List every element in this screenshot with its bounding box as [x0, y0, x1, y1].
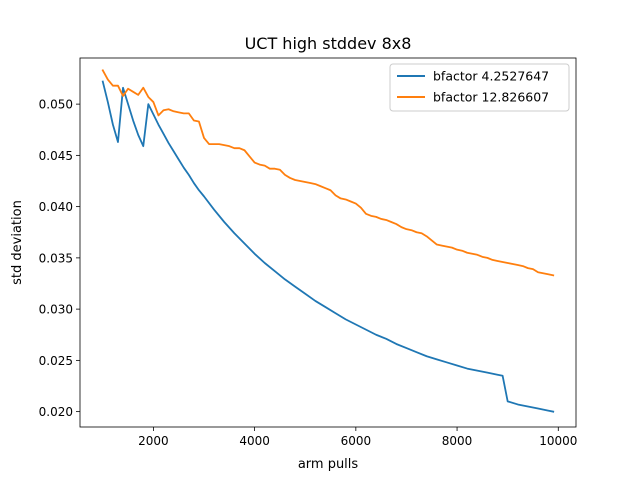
- series-line-2: [101, 69, 555, 277]
- x-tick-label: 2000: [138, 434, 169, 448]
- x-tick-label: 6000: [341, 434, 372, 448]
- y-tick-label: 0.050: [39, 98, 73, 112]
- y-axis-ticks: 0.020 0.025 0.030 0.035 0.040 0.045 0.050: [39, 98, 80, 419]
- y-tick-label: 0.030: [39, 303, 73, 317]
- y-tick-label: 0.045: [39, 149, 73, 163]
- x-tick-label: 10000: [539, 434, 577, 448]
- legend-label-series-1: bfactor 4.2527647: [433, 69, 549, 84]
- x-tick-label: 4000: [239, 434, 270, 448]
- chart-title: UCT high stddev 8x8: [245, 34, 412, 53]
- y-tick-label: 0.040: [39, 200, 73, 214]
- legend: bfactor 4.2527647 bfactor 12.826607: [389, 63, 570, 112]
- series-lines: [101, 69, 555, 413]
- x-axis-label: arm pulls: [298, 457, 359, 472]
- legend-box: [389, 63, 570, 112]
- y-tick-label: 0.020: [39, 405, 73, 419]
- x-axis-ticks: 2000 4000 6000 8000 10000: [138, 427, 577, 448]
- plot-area-frame: [79, 57, 577, 428]
- y-axis-label: std deviation: [10, 200, 25, 285]
- y-tick-label: 0.035: [39, 251, 73, 265]
- y-tick-label: 0.025: [39, 354, 73, 368]
- series-line-1: [101, 80, 555, 413]
- legend-label-series-2: bfactor 12.826607: [433, 90, 549, 105]
- x-tick-label: 8000: [442, 434, 473, 448]
